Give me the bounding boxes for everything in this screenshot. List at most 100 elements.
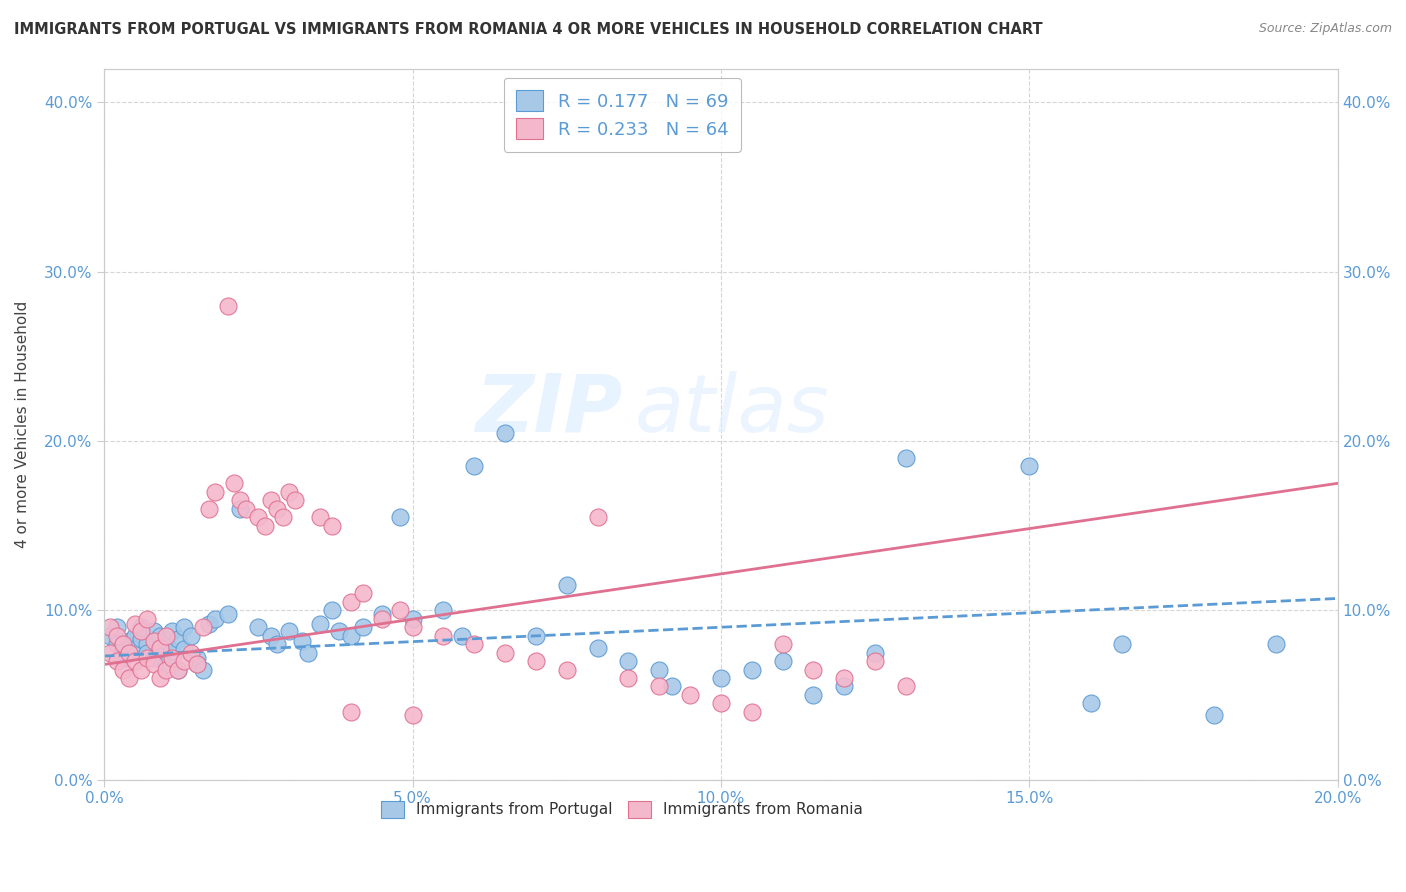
Point: [586, 510, 609, 524]
Point: [401, 612, 423, 626]
Point: [129, 624, 152, 638]
Point: [247, 620, 270, 634]
Point: [1265, 637, 1288, 651]
Point: [118, 646, 141, 660]
Point: [222, 476, 245, 491]
Point: [832, 671, 855, 685]
Point: [186, 650, 208, 665]
Point: [309, 510, 332, 524]
Point: [173, 642, 195, 657]
Point: [247, 510, 270, 524]
Point: [111, 637, 134, 651]
Point: [198, 501, 221, 516]
Point: [1080, 697, 1102, 711]
Point: [142, 650, 165, 665]
Point: [155, 663, 177, 677]
Point: [266, 637, 288, 651]
Point: [340, 705, 363, 719]
Point: [204, 484, 226, 499]
Point: [142, 657, 165, 672]
Point: [494, 425, 516, 440]
Point: [167, 663, 190, 677]
Point: [340, 629, 363, 643]
Point: [321, 518, 343, 533]
Point: [105, 629, 128, 643]
Legend: Immigrants from Portugal, Immigrants from Romania: Immigrants from Portugal, Immigrants fro…: [374, 793, 870, 825]
Point: [524, 654, 547, 668]
Point: [198, 616, 221, 631]
Point: [155, 657, 177, 672]
Point: [328, 624, 350, 638]
Point: [160, 624, 183, 638]
Point: [180, 646, 202, 660]
Point: [235, 501, 257, 516]
Point: [186, 657, 208, 672]
Point: [451, 629, 474, 643]
Point: [260, 629, 283, 643]
Point: [586, 640, 609, 655]
Point: [266, 501, 288, 516]
Point: [149, 671, 172, 685]
Point: [142, 633, 165, 648]
Point: [136, 650, 159, 665]
Point: [186, 657, 208, 672]
Point: [173, 620, 195, 634]
Point: [136, 612, 159, 626]
Point: [142, 624, 165, 638]
Point: [555, 578, 578, 592]
Point: [679, 688, 702, 702]
Point: [105, 637, 128, 651]
Point: [710, 671, 733, 685]
Point: [229, 493, 252, 508]
Point: [432, 603, 454, 617]
Point: [832, 680, 855, 694]
Point: [118, 671, 141, 685]
Point: [617, 671, 640, 685]
Point: [118, 646, 141, 660]
Point: [401, 620, 423, 634]
Text: atlas: atlas: [634, 371, 830, 449]
Text: IMMIGRANTS FROM PORTUGAL VS IMMIGRANTS FROM ROMANIA 4 OR MORE VEHICLES IN HOUSEH: IMMIGRANTS FROM PORTUGAL VS IMMIGRANTS F…: [14, 22, 1043, 37]
Point: [129, 620, 152, 634]
Point: [149, 629, 172, 643]
Point: [155, 629, 177, 643]
Point: [352, 620, 374, 634]
Point: [167, 632, 190, 646]
Point: [617, 654, 640, 668]
Point: [124, 654, 146, 668]
Point: [204, 612, 226, 626]
Point: [863, 654, 886, 668]
Y-axis label: 4 or more Vehicles in Household: 4 or more Vehicles in Household: [15, 301, 30, 548]
Point: [191, 620, 214, 634]
Point: [772, 654, 794, 668]
Point: [772, 637, 794, 651]
Point: [129, 632, 152, 646]
Point: [191, 663, 214, 677]
Point: [803, 663, 825, 677]
Text: ZIP: ZIP: [475, 371, 623, 449]
Point: [136, 637, 159, 651]
Point: [278, 624, 301, 638]
Point: [555, 663, 578, 677]
Point: [370, 612, 392, 626]
Point: [494, 646, 516, 660]
Point: [124, 629, 146, 643]
Point: [129, 663, 152, 677]
Point: [894, 450, 917, 465]
Point: [271, 510, 294, 524]
Point: [297, 646, 319, 660]
Point: [321, 603, 343, 617]
Point: [463, 637, 485, 651]
Point: [98, 646, 121, 660]
Point: [105, 620, 128, 634]
Point: [309, 616, 332, 631]
Point: [253, 518, 276, 533]
Point: [111, 650, 134, 665]
Point: [661, 680, 683, 694]
Point: [389, 510, 412, 524]
Point: [167, 663, 190, 677]
Point: [463, 459, 485, 474]
Point: [136, 646, 159, 660]
Point: [432, 629, 454, 643]
Point: [389, 603, 412, 617]
